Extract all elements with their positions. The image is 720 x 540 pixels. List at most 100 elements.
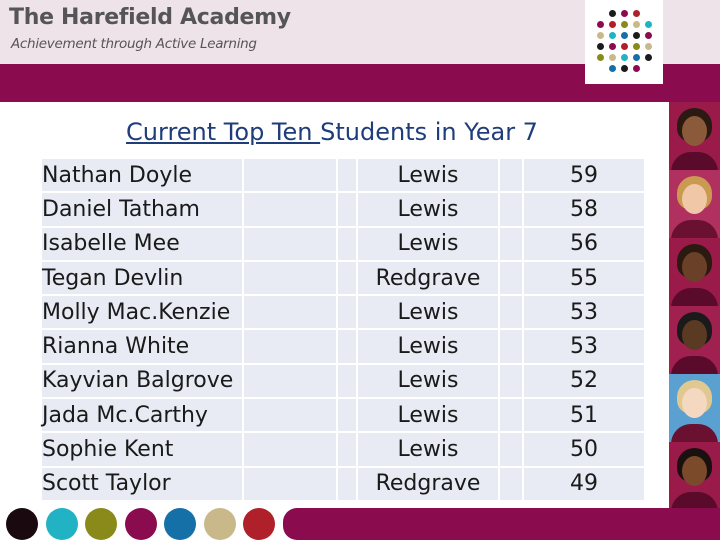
logo-dot bbox=[597, 54, 604, 61]
photo-shirt bbox=[671, 424, 718, 442]
student-house: Lewis bbox=[357, 363, 499, 399]
academy-logo bbox=[585, 0, 663, 84]
empty-cell bbox=[337, 295, 357, 330]
logo-dot bbox=[645, 21, 652, 28]
logo-dot bbox=[609, 10, 616, 17]
footer-dot bbox=[203, 508, 236, 540]
student-name: Daniel Tatham bbox=[41, 192, 243, 227]
page-title: Current Top Ten Students in Year 7 bbox=[0, 118, 664, 146]
student-photo bbox=[669, 442, 720, 510]
student-score: 58 bbox=[523, 192, 645, 227]
logo-dot bbox=[597, 43, 604, 50]
logo-dot bbox=[597, 21, 604, 28]
empty-cell bbox=[243, 432, 337, 467]
empty-cell bbox=[499, 226, 523, 261]
student-name: Nathan Doyle bbox=[41, 158, 243, 193]
empty-cell bbox=[243, 398, 337, 433]
student-photo bbox=[669, 102, 720, 170]
logo-dot bbox=[609, 54, 616, 61]
empty-cell bbox=[337, 192, 357, 227]
student-house: Lewis bbox=[357, 158, 499, 193]
logo-dot bbox=[645, 54, 652, 61]
page-title-rest: Students in Year 7 bbox=[320, 118, 538, 146]
empty-cell bbox=[499, 158, 523, 193]
empty-cell bbox=[337, 432, 357, 467]
student-score: 55 bbox=[523, 260, 645, 296]
school-name: The Harefield Academy bbox=[9, 5, 291, 30]
empty-cell bbox=[337, 329, 357, 364]
empty-cell bbox=[243, 226, 337, 261]
student-score: 52 bbox=[523, 363, 645, 399]
student-score: 56 bbox=[523, 226, 645, 261]
logo-dot bbox=[633, 54, 640, 61]
logo-dot bbox=[621, 65, 628, 72]
logo-dot bbox=[621, 21, 628, 28]
empty-cell bbox=[243, 260, 337, 296]
student-photo bbox=[669, 170, 720, 238]
table-row: Daniel Tatham Lewis 58 bbox=[41, 192, 645, 227]
empty-cell bbox=[337, 158, 357, 193]
student-name: Rianna White bbox=[41, 329, 243, 364]
student-house: Lewis bbox=[357, 192, 499, 227]
empty-cell bbox=[337, 226, 357, 261]
empty-cell bbox=[499, 295, 523, 330]
table-row: Scott Taylor Redgrave 49 bbox=[41, 466, 645, 501]
empty-cell bbox=[337, 260, 357, 296]
footer-dot bbox=[243, 508, 275, 540]
student-score: 53 bbox=[523, 295, 645, 330]
footer-dot bbox=[45, 508, 78, 540]
empty-cell bbox=[337, 466, 357, 501]
photo-face bbox=[682, 388, 707, 418]
logo-dot bbox=[633, 65, 640, 72]
logo-dot bbox=[621, 43, 628, 50]
table-row: Tegan Devlin Redgrave 55 bbox=[41, 260, 645, 296]
logo-dot bbox=[621, 54, 628, 61]
logo-dot bbox=[633, 10, 640, 17]
logo-dot bbox=[621, 32, 628, 39]
photo-face bbox=[682, 252, 707, 282]
student-score: 49 bbox=[523, 466, 645, 501]
footer-dot bbox=[6, 508, 38, 540]
student-photo bbox=[669, 238, 720, 306]
footer-bar bbox=[283, 508, 720, 540]
photo-shirt bbox=[671, 356, 718, 374]
footer-dot bbox=[124, 508, 157, 540]
photo-face bbox=[682, 320, 707, 350]
table-row: Nathan Doyle Lewis 59 bbox=[41, 158, 645, 193]
footer-dot bbox=[85, 508, 117, 540]
empty-cell bbox=[243, 466, 337, 501]
student-house: Redgrave bbox=[357, 466, 499, 501]
photo-face bbox=[682, 116, 707, 146]
student-house: Lewis bbox=[357, 295, 499, 330]
empty-cell bbox=[499, 192, 523, 227]
student-name: Kayvian Balgrove bbox=[41, 363, 243, 399]
empty-cell bbox=[243, 192, 337, 227]
student-score: 59 bbox=[523, 158, 645, 193]
photo-face bbox=[682, 456, 707, 486]
student-name: Jada Mc.Carthy bbox=[41, 398, 243, 433]
student-photos bbox=[669, 102, 720, 510]
empty-cell bbox=[243, 363, 337, 399]
table-row: Kayvian Balgrove Lewis 52 bbox=[41, 363, 645, 399]
logo-dot bbox=[645, 32, 652, 39]
photo-face bbox=[682, 184, 707, 214]
empty-cell bbox=[499, 363, 523, 399]
logo-dot bbox=[609, 32, 616, 39]
logo-dot bbox=[609, 65, 616, 72]
school-tagline: Achievement through Active Learning bbox=[11, 36, 257, 52]
empty-cell bbox=[499, 398, 523, 433]
logo-dot bbox=[609, 21, 616, 28]
table-row: Sophie Kent Lewis 50 bbox=[41, 432, 645, 467]
logo-dot bbox=[621, 10, 628, 17]
student-score: 50 bbox=[523, 432, 645, 467]
students-table-wrap: Nathan Doyle Lewis 59 Daniel Tatham Lewi… bbox=[41, 158, 645, 501]
student-name: Isabelle Mee bbox=[41, 226, 243, 261]
student-house: Lewis bbox=[357, 226, 499, 261]
student-house: Lewis bbox=[357, 398, 499, 433]
photo-shirt bbox=[671, 492, 718, 510]
page-title-underlined: Current Top Ten bbox=[126, 118, 321, 146]
table-row: Rianna White Lewis 53 bbox=[41, 329, 645, 364]
table-row: Isabelle Mee Lewis 56 bbox=[41, 226, 645, 261]
student-name: Sophie Kent bbox=[41, 432, 243, 467]
footer-dot bbox=[164, 508, 196, 540]
